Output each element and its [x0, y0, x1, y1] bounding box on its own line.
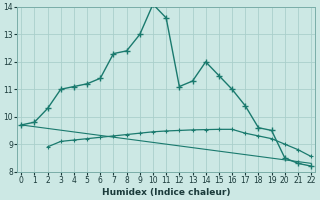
- X-axis label: Humidex (Indice chaleur): Humidex (Indice chaleur): [102, 188, 230, 197]
